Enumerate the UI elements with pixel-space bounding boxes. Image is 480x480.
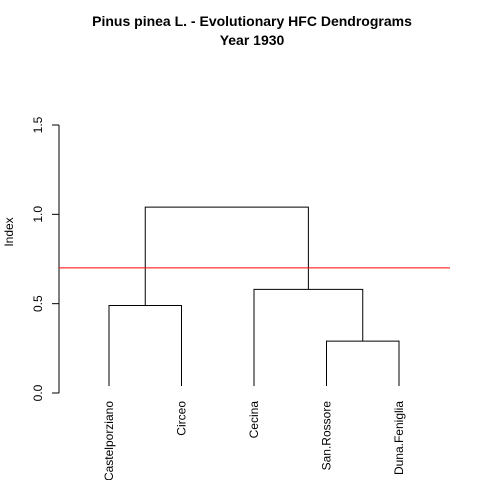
y-tick-label: 1.0 [31,206,45,223]
dendrogram-branch [253,288,364,386]
leaf-label: Castelporziano [102,401,116,480]
chart-title: Pinus pinea L. - Evolutionary HFC Dendro… [92,13,412,29]
y-tick-label: 0.0 [31,384,45,401]
y-tick-label: 0.5 [31,295,45,312]
y-axis: 0.0 0.5 1.0 1.5 [31,116,60,401]
leaf-label: San.Rossore [320,401,334,471]
dendrogram-branches [108,206,400,386]
dendrogram-branch [326,340,400,386]
y-axis-label: Index [2,217,16,246]
leaf-label: Circeo [175,401,189,436]
leaf-labels: Castelporziano Circeo Cecina San.Rossore Dun… [102,401,406,480]
chart-subtitle: Year 1930 [220,32,285,48]
dendrogram-branch [144,206,309,306]
leaf-label: Duna.Feniglia [392,401,406,475]
leaf-label: Cecina [247,401,261,439]
dendrogram-branch [108,304,182,386]
y-tick-label: 1.5 [31,116,45,133]
